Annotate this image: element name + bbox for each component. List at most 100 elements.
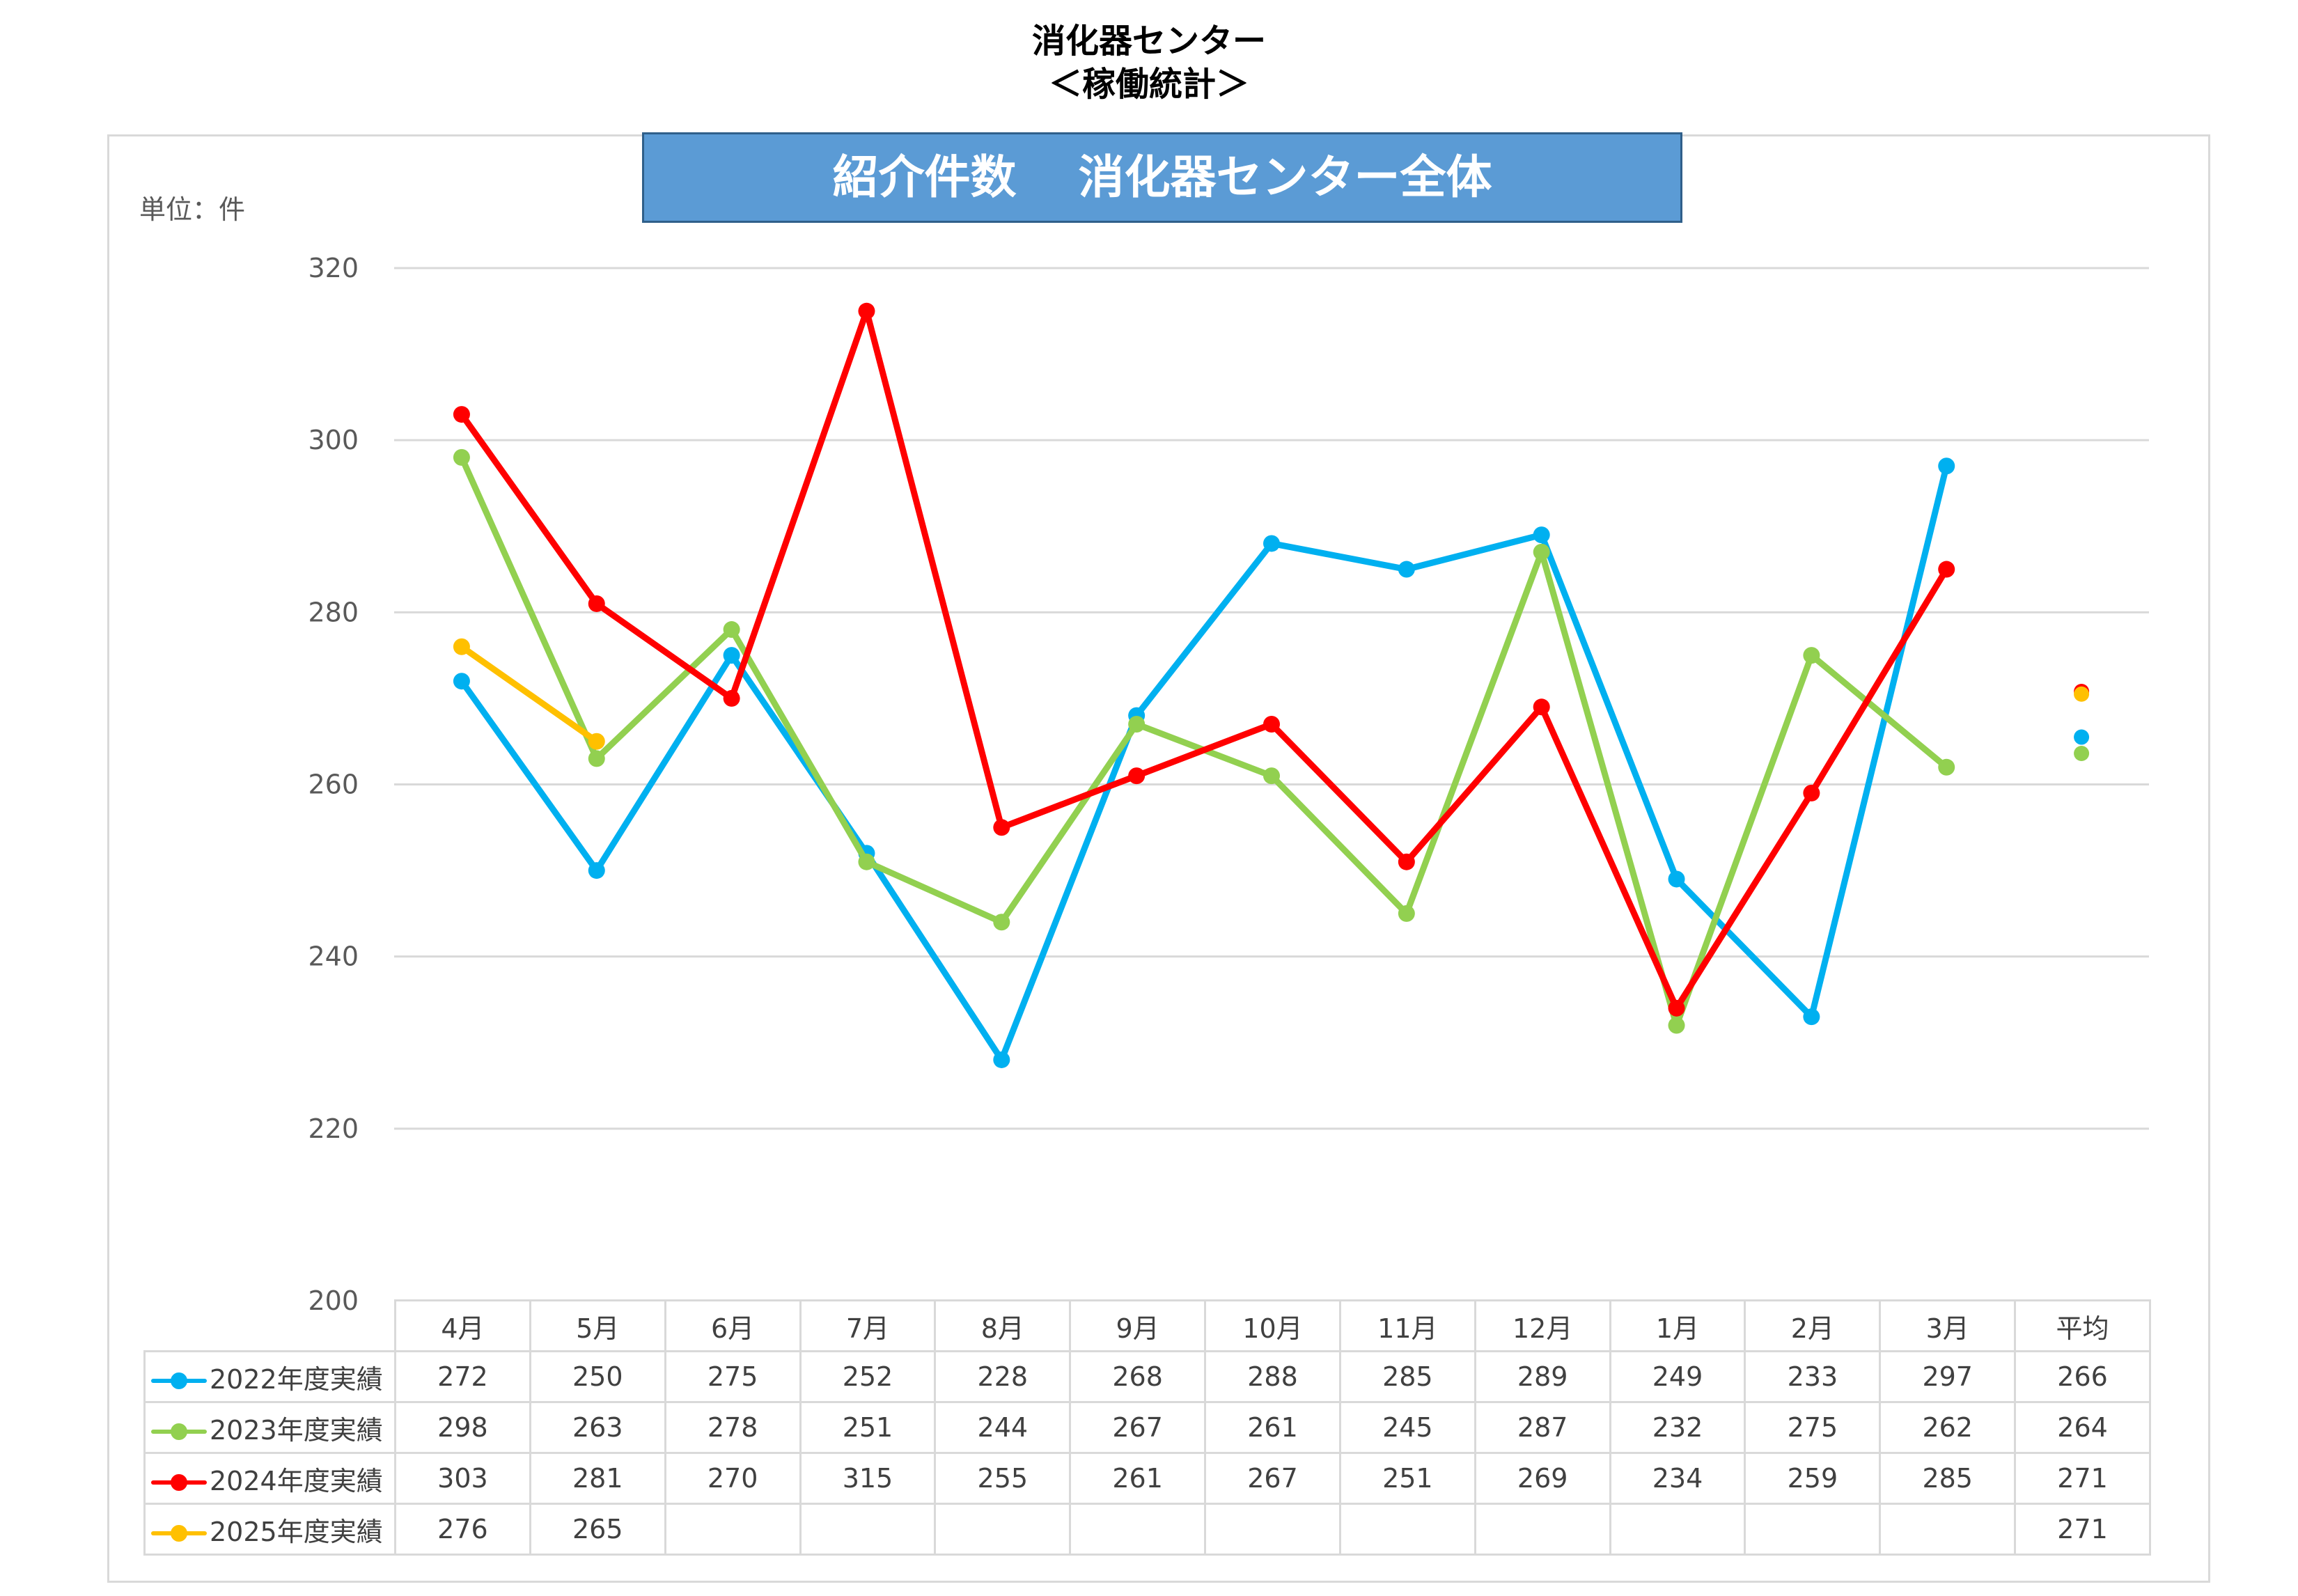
legend-entry: 2023年度実績 [143, 1401, 396, 1454]
data-point [723, 621, 740, 639]
page-heading-line1: 消化器センター [1031, 22, 1266, 61]
table-cell: 251 [1338, 1452, 1476, 1505]
table-cell: 267 [1204, 1452, 1341, 1505]
data-point [1263, 535, 1280, 552]
category-label: 3月 [1879, 1299, 2017, 1352]
table-cell [1609, 1503, 1746, 1556]
table-cell: 265 [529, 1503, 666, 1556]
table-cell [1204, 1503, 1341, 1556]
table-cell [1474, 1503, 1611, 1556]
data-point [1128, 715, 1146, 733]
data-point [1263, 715, 1280, 733]
unit-label: 単位：件 [139, 194, 246, 225]
y-tick-label: 240 [308, 941, 359, 972]
table-cell: 285 [1879, 1452, 2017, 1505]
table-cell: 232 [1609, 1401, 1746, 1454]
table-cell: 270 [664, 1452, 802, 1505]
table-cell: 287 [1474, 1401, 1611, 1454]
average-point [2074, 746, 2090, 762]
category-label: 平均 [2014, 1299, 2151, 1352]
series-line [458, 454, 1950, 1029]
category-label: 10月 [1204, 1299, 1341, 1352]
data-point [588, 750, 605, 767]
category-label: 12月 [1474, 1299, 1611, 1352]
legend-label: 2025年度実績 [210, 1516, 383, 1547]
table-row: 2024年度実績 303 281 270 315 255 261 267 251 269 234 25… [143, 1452, 2151, 1505]
data-point [588, 862, 605, 879]
table-cell: 298 [394, 1401, 531, 1454]
table-cell: 281 [529, 1452, 666, 1505]
data-point [1938, 457, 1955, 475]
table-cell: 275 [664, 1350, 802, 1403]
legend-marker-icon [151, 1421, 207, 1442]
category-label: 8月 [934, 1299, 1072, 1352]
category-label: 7月 [799, 1299, 937, 1352]
table-row: 2023年度実績 298 263 278 251 244 267 261 245 287 232 27… [143, 1401, 2151, 1454]
y-tick-label: 220 [308, 1113, 359, 1144]
table-cell: 263 [529, 1401, 666, 1454]
y-tick-label: 260 [308, 769, 359, 800]
data-point [1938, 758, 1955, 776]
table-cell: 262 [1879, 1401, 2017, 1454]
table-cell: 285 [1338, 1350, 1476, 1403]
table-cell [664, 1503, 802, 1556]
data-point [1803, 647, 1820, 664]
data-point [1398, 853, 1415, 870]
category-label: 6月 [664, 1299, 802, 1352]
gridlines [394, 267, 2149, 1130]
data-point [1668, 999, 1685, 1017]
table-cell: 252 [799, 1350, 937, 1403]
table-cell: 261 [1069, 1452, 1207, 1505]
chart-title: 紹介件数 消化器センター全体 [642, 132, 1682, 223]
category-label: 5月 [529, 1299, 666, 1352]
data-point [1533, 698, 1550, 716]
series-line [458, 308, 1950, 1012]
table-cell: 259 [1744, 1452, 1882, 1505]
data-point [453, 638, 470, 655]
table-cell: 228 [934, 1350, 1072, 1403]
table-cell [1069, 1503, 1207, 1556]
data-point [1533, 543, 1550, 561]
table-cell: 245 [1338, 1401, 1476, 1454]
data-point [453, 406, 470, 423]
table-cell: 278 [664, 1401, 802, 1454]
category-label: 4月 [394, 1299, 531, 1352]
data-point [1938, 561, 1955, 578]
table-cell: 276 [394, 1503, 531, 1556]
data-point [1668, 1017, 1685, 1034]
data-point [993, 914, 1010, 931]
table-cell [1879, 1503, 2017, 1556]
table-cell: 271 [2014, 1503, 2151, 1556]
table-cell: 261 [1204, 1401, 1341, 1454]
legend-entry: 2025年度実績 [143, 1503, 396, 1556]
table-cell: 315 [799, 1452, 937, 1505]
table-cell: 234 [1609, 1452, 1746, 1505]
table-cell: 255 [934, 1452, 1072, 1505]
category-label: 11月 [1338, 1299, 1476, 1352]
series-line [458, 462, 1950, 1063]
legend-label: 2024年度実績 [210, 1465, 383, 1496]
table-cell: 303 [394, 1452, 531, 1505]
table-cell: 251 [799, 1401, 937, 1454]
data-point [1263, 767, 1280, 785]
category-label: 9月 [1069, 1299, 1207, 1352]
data-point [1803, 1008, 1820, 1026]
table-cell [1744, 1503, 1882, 1556]
category-label: 2月 [1744, 1299, 1882, 1352]
average-point [2074, 729, 2090, 745]
table-corner [145, 1301, 396, 1352]
data-point [453, 448, 470, 466]
average-points [2074, 684, 2090, 762]
series-line [458, 643, 600, 745]
series-1 [453, 457, 1955, 1068]
table-cell: 267 [1069, 1401, 1207, 1454]
table-cell: 244 [934, 1401, 1072, 1454]
data-table: 4月 5月 6月 7月 8月 9月 10月 11月 12月 1月 2月 3月 平均 2022年度実績 272… [143, 1299, 2151, 1556]
data-point [1128, 767, 1146, 785]
legend-marker-icon [151, 1370, 207, 1391]
series-4 [453, 638, 605, 750]
category-label: 1月 [1609, 1299, 1746, 1352]
data-point [588, 733, 605, 750]
legend-label: 2023年度実績 [210, 1414, 383, 1446]
data-point [993, 1051, 1010, 1068]
